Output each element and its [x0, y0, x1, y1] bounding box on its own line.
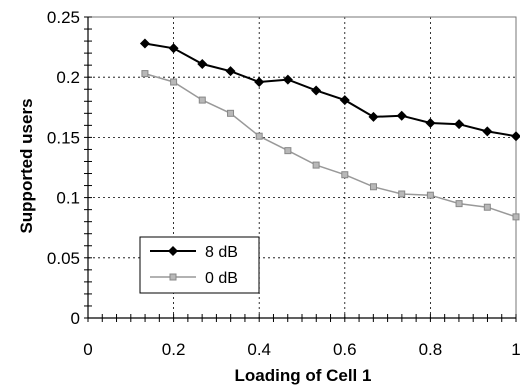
series-layer: [139, 38, 520, 221]
data-point: [139, 38, 150, 49]
legend-entry-8db: 8 dB: [150, 244, 238, 261]
legend: 8 dB 0 dB: [139, 236, 260, 294]
data-point: [511, 131, 520, 142]
data-point: [254, 77, 265, 88]
y-tick-label: 0.05: [47, 249, 80, 268]
data-point: [425, 117, 436, 128]
legend-marker-0db: [169, 273, 177, 281]
data-point: [284, 147, 292, 155]
data-point: [312, 161, 320, 169]
x-axis-title: Loading of Cell 1: [235, 366, 372, 385]
data-point: [225, 66, 236, 77]
y-tick-label: 0.15: [47, 128, 80, 147]
series-line: [144, 72, 517, 218]
x-tick-label: 0.6: [333, 340, 357, 359]
x-tick-label: 0.2: [162, 340, 186, 359]
data-point: [311, 85, 322, 96]
data-point: [454, 119, 465, 130]
y-tick-label: 0.2: [56, 68, 80, 87]
data-point: [396, 110, 407, 121]
data-point: [398, 190, 406, 198]
y-axis-title: Supported users: [17, 98, 36, 233]
x-tick-label: 1: [511, 340, 520, 359]
series-1: [141, 70, 520, 221]
data-point: [483, 203, 491, 211]
data-point: [426, 191, 434, 199]
data-point: [282, 74, 293, 85]
data-point: [482, 126, 493, 137]
x-tick-label: 0.8: [419, 340, 443, 359]
data-point: [339, 95, 350, 106]
data-point: [341, 171, 349, 179]
axes: [84, 16, 517, 322]
data-point: [455, 200, 463, 208]
data-point: [170, 78, 178, 86]
y-tick-label: 0.1: [56, 189, 80, 208]
legend-entry-0db: 0 dB: [150, 270, 238, 287]
data-point: [368, 111, 379, 122]
x-tick-label: 0.4: [247, 340, 271, 359]
legend-label-0db: 0 dB: [205, 270, 238, 287]
y-tick-label: 0: [71, 309, 80, 328]
data-point: [198, 96, 206, 104]
series-0: [139, 38, 520, 142]
data-point: [141, 70, 149, 78]
data-point: [168, 43, 179, 54]
data-point: [255, 132, 263, 140]
data-point: [512, 213, 520, 221]
data-point: [197, 58, 208, 69]
legend-label-8db: 8 dB: [205, 244, 238, 261]
data-point: [227, 109, 235, 117]
data-point: [369, 183, 377, 191]
y-tick-label: 0.25: [47, 8, 80, 27]
x-tick-label: 0: [83, 340, 92, 359]
legend-marker-8db: [168, 246, 178, 256]
tick-labels: 0 0.05 0.1 0.15 0.2 0.25 0 0.2 0.4 0.6 0.8 1: [47, 8, 520, 359]
legend-box: [139, 236, 260, 294]
